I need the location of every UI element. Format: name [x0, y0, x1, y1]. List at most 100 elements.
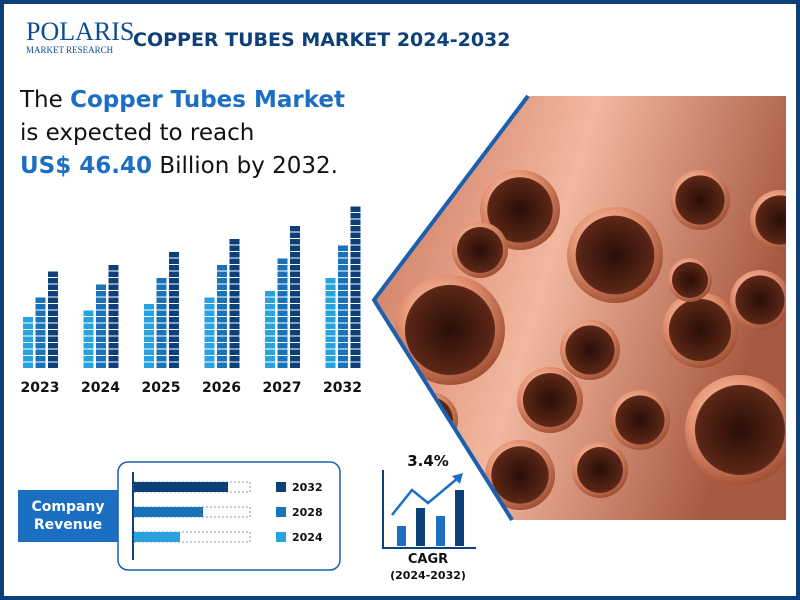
tube-hole [735, 275, 785, 325]
bar-cell [217, 297, 227, 303]
bar-cell [290, 336, 300, 342]
bar-cell [290, 343, 300, 349]
headline-line2: is expected to reach [20, 120, 254, 146]
bar-cell [217, 265, 227, 271]
bar-cell [277, 349, 288, 355]
bar-cell [350, 258, 361, 264]
bar-cell [108, 297, 119, 303]
bar-cell [229, 265, 240, 271]
bar-cell [325, 349, 336, 355]
revenue-label-line: Revenue [34, 517, 102, 533]
bar-cell [338, 297, 348, 303]
bar-cell [35, 310, 46, 316]
bar-cell [350, 232, 361, 238]
bar-cell [35, 317, 46, 323]
bar-cell [48, 297, 58, 303]
bar-cell [290, 239, 300, 245]
bar-cell [350, 356, 361, 362]
bar-cell [83, 330, 94, 336]
bar-cell [108, 310, 119, 316]
tube-hole [457, 227, 503, 273]
bar-cell [204, 336, 215, 342]
bar-cell [169, 258, 179, 264]
revenue-bars: 2032 2028 2024 [133, 481, 323, 544]
bar-cell [83, 362, 94, 368]
bar-cell [338, 258, 348, 264]
bar-cell [350, 291, 361, 297]
bar-cell [350, 343, 361, 349]
bar-cell [217, 362, 227, 368]
bar-cell [325, 343, 336, 349]
bar-cell [204, 330, 215, 336]
bar-cell [108, 291, 119, 297]
bar-cell [229, 258, 240, 264]
bar-cell [290, 284, 300, 290]
revenue-bar [134, 532, 180, 542]
bar-cell [338, 271, 348, 277]
revenue-label-box [18, 490, 118, 542]
bar-cell [83, 310, 94, 316]
bar-cell [23, 349, 33, 355]
tube-hole [491, 446, 549, 504]
headline-market: Copper Tubes Market [70, 87, 345, 113]
bar-cell [229, 330, 240, 336]
bar-cell [290, 232, 300, 238]
bar-cell [290, 317, 300, 323]
bar-cell [277, 330, 288, 336]
bar-cell [350, 245, 361, 251]
bar-cell [277, 343, 288, 349]
bar-cell [290, 323, 300, 329]
bar-cell [325, 330, 336, 336]
bar-cell [144, 310, 154, 316]
bar-cell [108, 317, 119, 323]
bar-cell [290, 265, 300, 271]
bar-cell [350, 304, 361, 310]
bar-cell [229, 356, 240, 362]
bar-cell [96, 323, 106, 329]
bar-cell [96, 362, 106, 368]
bar-cell [290, 258, 300, 264]
bar-cell [96, 297, 106, 303]
bar-cell [217, 356, 227, 362]
bar-cell [265, 349, 275, 355]
bar-cell [144, 362, 154, 368]
bar-cell [23, 323, 33, 329]
bar-cell [204, 349, 215, 355]
bar-cell [290, 362, 300, 368]
bar-cell [290, 245, 300, 251]
bar-cell [96, 330, 106, 336]
bar-cell [169, 310, 179, 316]
cagr-label: CAGR [408, 552, 448, 567]
tube-hole [694, 384, 786, 476]
bar-cell [338, 343, 348, 349]
bar-cell [156, 278, 167, 284]
tube-hole [565, 325, 615, 375]
bar-cell [169, 297, 179, 303]
headline-amount: US$ 46.40 [20, 153, 152, 179]
bar-cell [277, 258, 288, 264]
bar-cell [265, 304, 275, 310]
bar-cell [350, 330, 361, 336]
year-labels: 2023 2024 2025 2026 2027 2032 [21, 380, 362, 396]
bar-cell [23, 343, 33, 349]
bar-cell [350, 317, 361, 323]
tube-hole [755, 195, 786, 245]
bar-cell [338, 349, 348, 355]
bar-cell [204, 304, 215, 310]
bar-cell [290, 356, 300, 362]
bar-cell [290, 310, 300, 316]
bar-cell [204, 343, 215, 349]
bar-cell [35, 323, 46, 329]
bar-cell [204, 297, 215, 303]
bar-cell [96, 310, 106, 316]
bar-cell [338, 310, 348, 316]
bar-cell [204, 310, 215, 316]
bar-cell [156, 291, 167, 297]
bar-cell [108, 271, 119, 277]
bar-cell [23, 362, 33, 368]
bar-cell [229, 239, 240, 245]
decorative-bars [23, 206, 361, 368]
bar-cell [277, 356, 288, 362]
